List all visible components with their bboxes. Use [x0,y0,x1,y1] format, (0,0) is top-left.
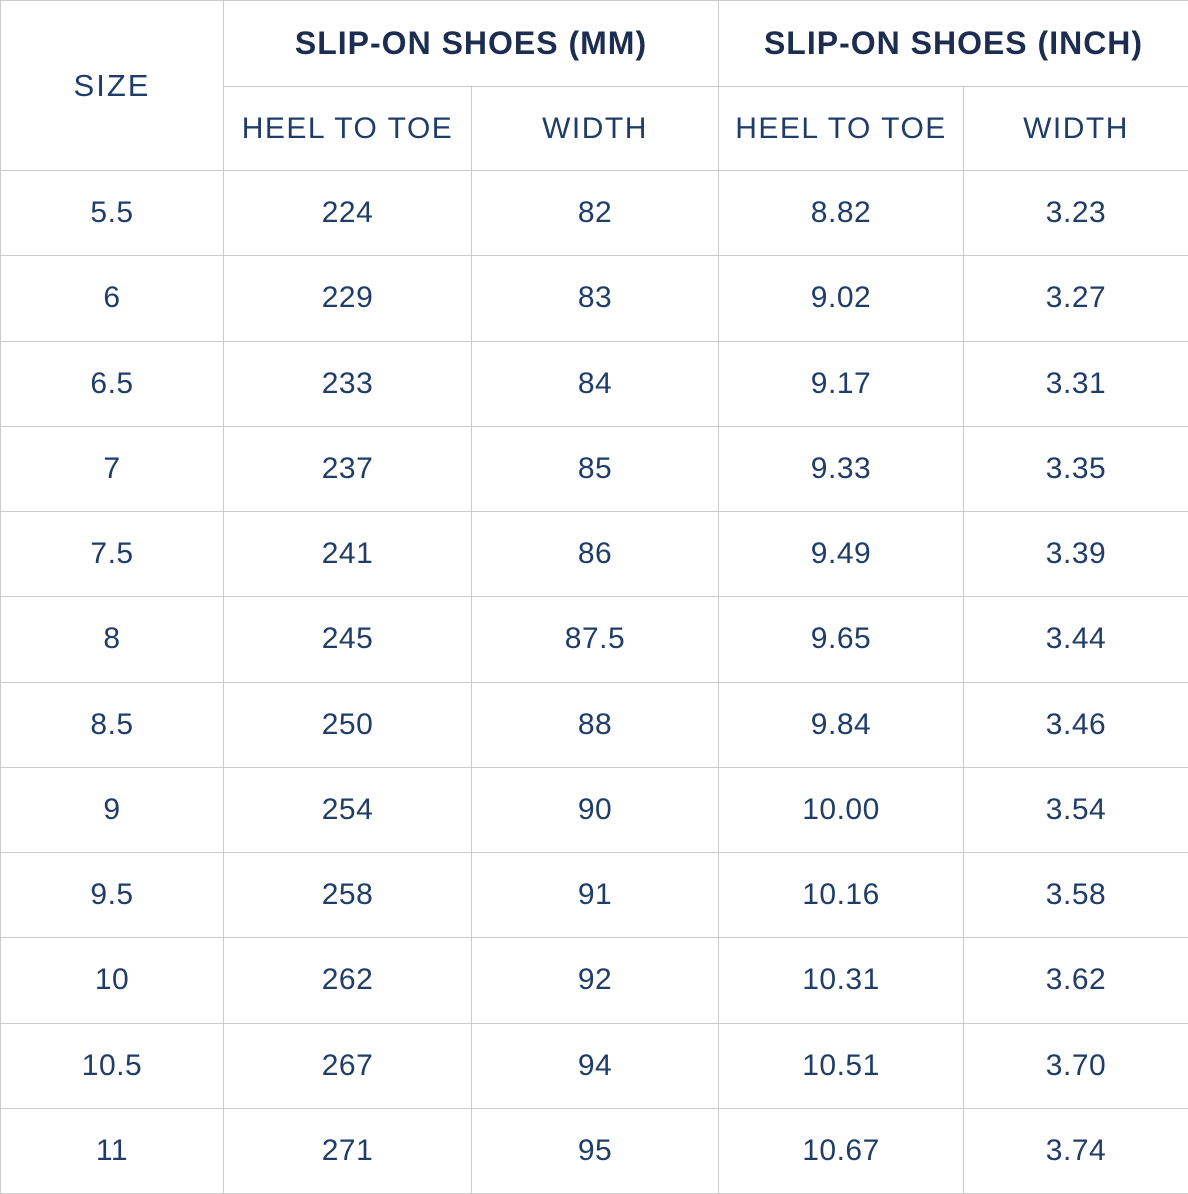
inch-width-cell: 3.58 [964,853,1188,938]
inch-width-cell: 3.44 [964,597,1188,682]
inch-width-cell: 3.54 [964,767,1188,852]
table-row: 10 262 92 10.31 3.62 [1,938,1188,1023]
inch-heel-to-toe-cell: 10.67 [719,1108,964,1193]
mm-width-cell: 86 [472,512,719,597]
inch-width-cell: 3.23 [964,171,1188,256]
inch-width-cell: 3.31 [964,341,1188,426]
mm-heel-to-toe-cell: 224 [224,171,472,256]
inch-width-cell: 3.74 [964,1108,1188,1193]
mm-width-cell: 95 [472,1108,719,1193]
table-row: 7 237 85 9.33 3.35 [1,426,1188,511]
table-row: 7.5 241 86 9.49 3.39 [1,512,1188,597]
mm-width-cell: 83 [472,256,719,341]
size-cell: 6.5 [1,341,224,426]
mm-heel-to-toe-cell: 250 [224,682,472,767]
size-cell: 8 [1,597,224,682]
mm-width-cell: 87.5 [472,597,719,682]
mm-width-cell: 84 [472,341,719,426]
table-row: 8 245 87.5 9.65 3.44 [1,597,1188,682]
table-row: 5.5 224 82 8.82 3.23 [1,171,1188,256]
inch-heel-to-toe-header: HEEL TO TOE [719,87,964,171]
inch-width-cell: 3.27 [964,256,1188,341]
mm-width-cell: 85 [472,426,719,511]
inch-heel-to-toe-cell: 10.51 [719,1023,964,1108]
mm-heel-to-toe-cell: 237 [224,426,472,511]
table-row: 6.5 233 84 9.17 3.31 [1,341,1188,426]
mm-heel-to-toe-cell: 245 [224,597,472,682]
inch-width-cell: 3.62 [964,938,1188,1023]
mm-heel-to-toe-cell: 229 [224,256,472,341]
mm-width-cell: 88 [472,682,719,767]
inch-heel-to-toe-cell: 10.31 [719,938,964,1023]
inch-heel-to-toe-cell: 9.33 [719,426,964,511]
size-cell: 10 [1,938,224,1023]
table-row: 9.5 258 91 10.16 3.58 [1,853,1188,938]
mm-width-cell: 94 [472,1023,719,1108]
mm-heel-to-toe-header: HEEL TO TOE [224,87,472,171]
size-cell: 9 [1,767,224,852]
mm-heel-to-toe-cell: 267 [224,1023,472,1108]
inch-width-cell: 3.39 [964,512,1188,597]
inch-heel-to-toe-cell: 10.16 [719,853,964,938]
table-row: 6 229 83 9.02 3.27 [1,256,1188,341]
inch-heel-to-toe-cell: 9.17 [719,341,964,426]
size-cell: 10.5 [1,1023,224,1108]
size-cell: 6 [1,256,224,341]
inch-group-header: SLIP-ON SHOES (INCH) [719,1,1188,87]
mm-width-cell: 90 [472,767,719,852]
inch-width-header: WIDTH [964,87,1188,171]
inch-heel-to-toe-cell: 9.84 [719,682,964,767]
table-row: 10.5 267 94 10.51 3.70 [1,1023,1188,1108]
size-cell: 7.5 [1,512,224,597]
mm-heel-to-toe-cell: 271 [224,1108,472,1193]
inch-heel-to-toe-cell: 8.82 [719,171,964,256]
size-cell: 5.5 [1,171,224,256]
size-cell: 11 [1,1108,224,1193]
size-cell: 7 [1,426,224,511]
table-row: 11 271 95 10.67 3.74 [1,1108,1188,1193]
mm-heel-to-toe-cell: 233 [224,341,472,426]
inch-heel-to-toe-cell: 10.00 [719,767,964,852]
size-cell: 8.5 [1,682,224,767]
mm-width-cell: 82 [472,171,719,256]
mm-heel-to-toe-cell: 254 [224,767,472,852]
table-body: 5.5 224 82 8.82 3.23 6 229 83 9.02 3.27 … [1,171,1188,1194]
inch-heel-to-toe-cell: 9.65 [719,597,964,682]
inch-heel-to-toe-cell: 9.49 [719,512,964,597]
size-column-header: SIZE [1,1,224,171]
table-row: 9 254 90 10.00 3.54 [1,767,1188,852]
size-cell: 9.5 [1,853,224,938]
inch-heel-to-toe-cell: 9.02 [719,256,964,341]
mm-width-cell: 92 [472,938,719,1023]
mm-group-header: SLIP-ON SHOES (MM) [224,1,719,87]
mm-heel-to-toe-cell: 258 [224,853,472,938]
mm-heel-to-toe-cell: 241 [224,512,472,597]
inch-width-cell: 3.46 [964,682,1188,767]
mm-width-cell: 91 [472,853,719,938]
inch-width-cell: 3.70 [964,1023,1188,1108]
table-row: 8.5 250 88 9.84 3.46 [1,682,1188,767]
inch-width-cell: 3.35 [964,426,1188,511]
mm-width-header: WIDTH [472,87,719,171]
group-header-row: SIZE SLIP-ON SHOES (MM) SLIP-ON SHOES (I… [1,1,1188,87]
mm-heel-to-toe-cell: 262 [224,938,472,1023]
